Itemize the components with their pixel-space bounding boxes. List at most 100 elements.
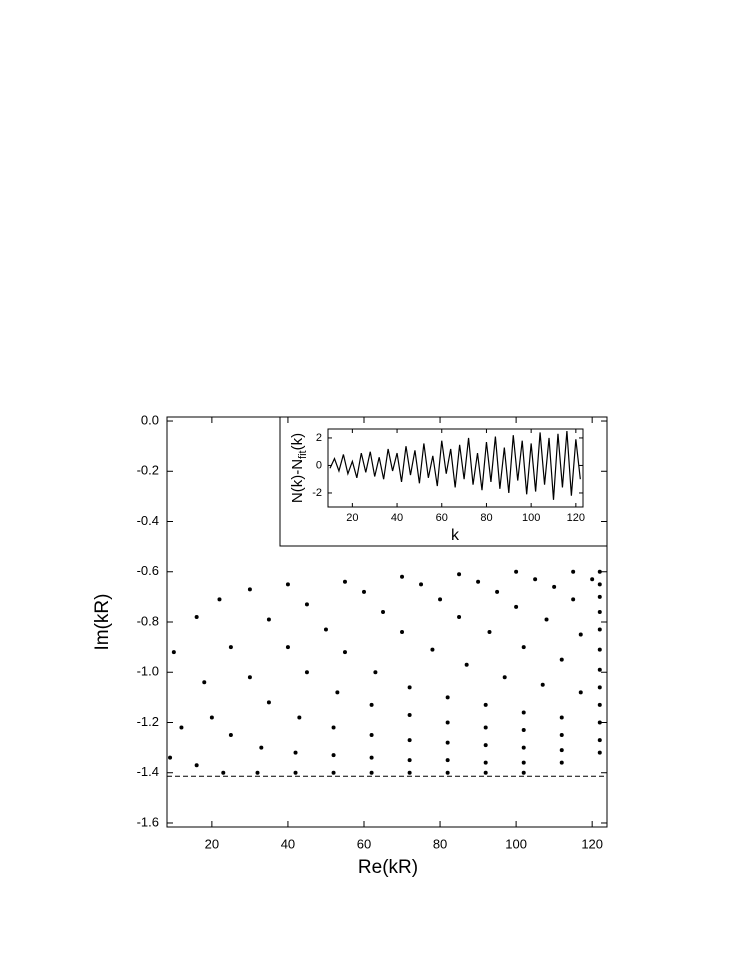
x-tick-label: 20: [205, 836, 219, 851]
point: [228, 645, 233, 650]
x-axis-label: Re(kR): [358, 857, 418, 878]
y-tick-label: 0.0: [141, 412, 159, 427]
point: [559, 657, 564, 662]
point: [171, 650, 176, 655]
point: [430, 647, 435, 652]
point: [514, 569, 519, 574]
point: [483, 725, 488, 730]
y-tick-label: 2: [316, 432, 322, 444]
point: [445, 695, 450, 700]
point: [521, 760, 526, 765]
x-tick-label: 20: [346, 512, 358, 524]
point: [342, 579, 347, 584]
point: [597, 720, 602, 725]
point: [445, 770, 450, 775]
x-tick-label: 80: [480, 512, 492, 524]
point: [559, 748, 564, 753]
point: [400, 630, 405, 635]
point: [457, 614, 462, 619]
point: [407, 685, 412, 690]
point: [533, 577, 538, 582]
y-tick-label: -0.8: [137, 613, 159, 628]
inset-plot-frame: [327, 428, 584, 508]
point: [559, 715, 564, 720]
point: [597, 594, 602, 599]
point: [304, 602, 309, 607]
point: [407, 712, 412, 717]
point: [559, 733, 564, 738]
point: [194, 614, 199, 619]
point: [293, 770, 298, 775]
line-series: [329, 431, 581, 500]
point: [331, 725, 336, 730]
point: [228, 733, 233, 738]
point: [255, 770, 260, 775]
point: [297, 715, 302, 720]
y-tick-label: -2: [312, 487, 322, 499]
point: [438, 597, 443, 602]
point: [521, 710, 526, 715]
point: [407, 758, 412, 763]
point: [483, 743, 488, 748]
x-tick-label: 100: [522, 512, 540, 524]
point: [335, 690, 340, 695]
point: [266, 617, 271, 622]
x-tick-label: 40: [391, 512, 403, 524]
y-tick-label: -1.2: [137, 714, 159, 729]
point: [407, 738, 412, 743]
point: [400, 574, 405, 579]
point: [464, 662, 469, 667]
point: [571, 597, 576, 602]
point: [247, 587, 252, 592]
point: [597, 667, 602, 672]
point: [540, 682, 545, 687]
point: [483, 770, 488, 775]
point: [217, 597, 222, 602]
point: [361, 589, 366, 594]
point: [168, 755, 173, 760]
point: [521, 745, 526, 750]
point: [578, 632, 583, 637]
point: [285, 645, 290, 650]
point: [194, 763, 199, 768]
point: [502, 675, 507, 680]
point: [597, 609, 602, 614]
point: [373, 670, 378, 675]
point: [597, 750, 602, 755]
point: [597, 627, 602, 632]
y-axis-label: Im(kR): [92, 594, 113, 651]
point: [381, 609, 386, 614]
point: [247, 675, 252, 680]
point: [544, 617, 549, 622]
inset-y-label-sub: fit: [297, 450, 309, 459]
point: [476, 579, 481, 584]
point: [597, 738, 602, 743]
point: [521, 645, 526, 650]
y-tick-label: -0.4: [137, 513, 159, 528]
point: [293, 750, 298, 755]
point: [457, 572, 462, 577]
point: [369, 733, 374, 738]
point: [259, 745, 264, 750]
point: [445, 740, 450, 745]
point: [221, 770, 226, 775]
point: [209, 715, 214, 720]
x-tick-label: 120: [567, 512, 585, 524]
point: [597, 647, 602, 652]
point: [495, 589, 500, 594]
inset-y-label: N(k)-Nfit(k): [289, 433, 309, 503]
point: [483, 702, 488, 707]
point: [304, 670, 309, 675]
point: [521, 770, 526, 775]
point: [445, 720, 450, 725]
point: [369, 770, 374, 775]
inset-y-label-end: (k): [289, 433, 306, 451]
point: [179, 725, 184, 730]
point: [266, 700, 271, 705]
x-tick-label: 60: [436, 512, 448, 524]
y-tick-label: -0.2: [137, 463, 159, 478]
point: [342, 650, 347, 655]
point: [285, 582, 290, 587]
y-tick-label: 0: [316, 459, 322, 471]
inset-x-label: k: [451, 527, 460, 544]
